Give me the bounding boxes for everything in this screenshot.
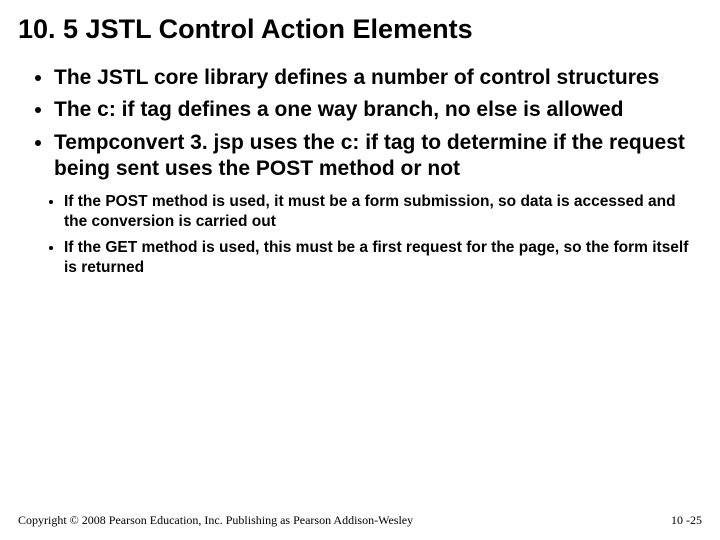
bullet-list-level1: The JSTL core library defines a number o… [18, 65, 702, 182]
sub-bullet-item: If the POST method is used, it must be a… [64, 192, 702, 232]
bullet-list-level2: If the POST method is used, it must be a… [18, 192, 702, 279]
sub-bullet-item: If the GET method is used, this must be … [64, 238, 702, 278]
bullet-item: Tempconvert 3. jsp uses the c: if tag to… [54, 130, 702, 183]
slide: 10. 5 JSTL Control Action Elements The J… [0, 0, 720, 540]
bullet-item: The c: if tag defines a one way branch, … [54, 97, 702, 123]
slide-title: 10. 5 JSTL Control Action Elements [18, 14, 702, 45]
bullet-item: The JSTL core library defines a number o… [54, 65, 702, 91]
footer: Copyright © 2008 Pearson Education, Inc.… [18, 513, 702, 528]
page-number: 10 -25 [671, 513, 702, 528]
copyright-text: Copyright © 2008 Pearson Education, Inc.… [18, 513, 413, 528]
